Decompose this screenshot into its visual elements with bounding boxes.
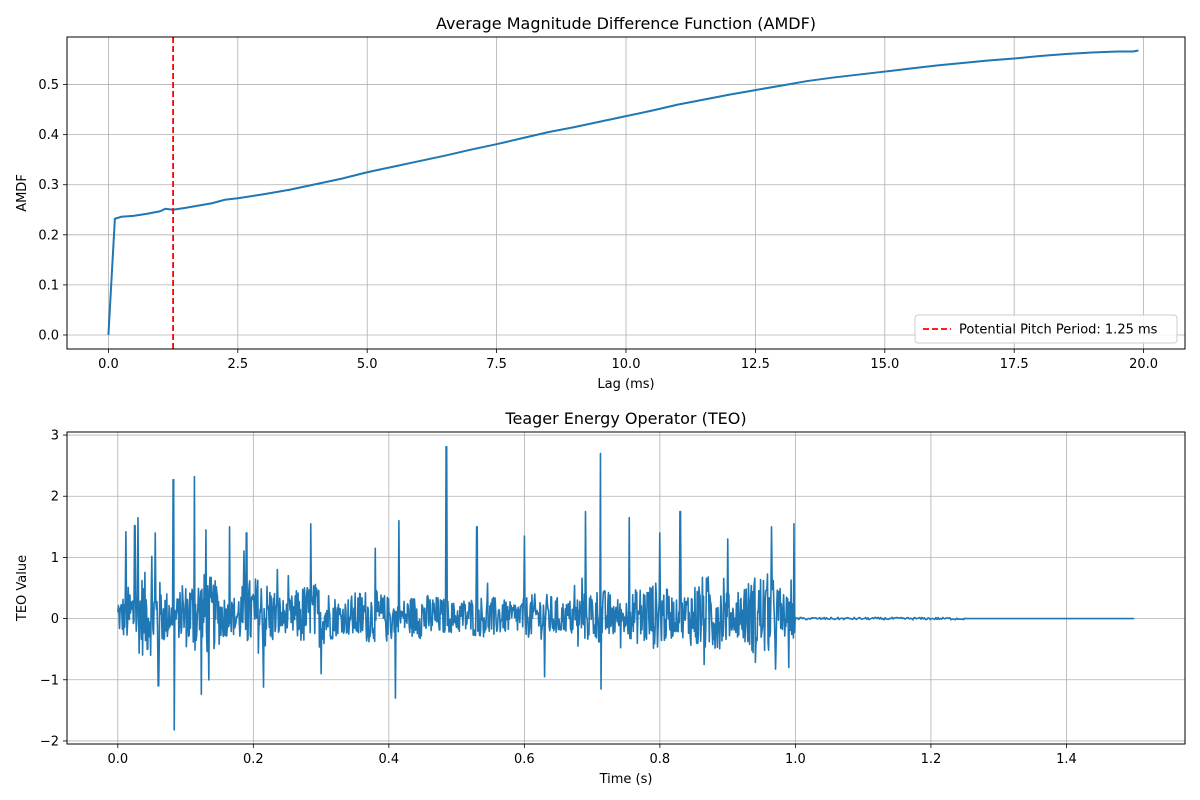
x-tick-label: 7.5: [486, 357, 507, 372]
teo-series-line: [117, 445, 1135, 731]
x-tick-label: 5.0: [357, 357, 378, 372]
y-tick-label: 0.5: [38, 78, 59, 93]
x-tick-label: 0.6: [514, 752, 535, 767]
legend: Potential Pitch Period: 1.25 ms: [914, 314, 1178, 344]
x-tick-label: 15.0: [870, 357, 899, 372]
y-tick-label: 0.0: [38, 328, 59, 343]
x-axis-label: Lag (ms): [597, 377, 654, 392]
y-tick-label: −2: [40, 734, 59, 749]
teo-chart: 0.0 0.2 0.4 0.6 0.8 1.0 1.2 1.4 −2 −1 0 1 2 3 Teager E…: [15, 409, 1186, 787]
x-tick-label: 1.0: [785, 752, 806, 767]
y-tick-label: 3: [51, 429, 59, 444]
x-tick-label: 0.0: [107, 752, 128, 767]
x-axis-label: Time (s): [599, 772, 653, 787]
chart-title: Teager Energy Operator (TEO): [504, 409, 746, 428]
y-tick-label: 0.1: [38, 278, 59, 293]
x-tick-label: 12.5: [741, 357, 770, 372]
x-tick-label: 0.0: [98, 357, 119, 372]
x-tick-label: 2.5: [227, 357, 248, 372]
x-tick-label: 0.2: [243, 752, 264, 767]
y-tick-label: 0.4: [38, 128, 59, 143]
amdf-series-line: [107, 49, 1139, 336]
x-tick-label: 10.0: [612, 357, 641, 372]
x-tick-label: 0.8: [650, 752, 671, 767]
y-axis-label: AMDF: [15, 174, 30, 212]
y-tick-label: 0.2: [38, 228, 59, 243]
chart-title: Average Magnitude Difference Function (A…: [436, 14, 816, 33]
y-axis-label: TEO Value: [15, 555, 30, 622]
x-tick-label: 1.2: [921, 752, 942, 767]
y-tick-label: 0: [51, 612, 59, 627]
x-tick-label: 17.5: [1000, 357, 1029, 372]
legend-label: Potential Pitch Period: 1.25 ms: [959, 323, 1158, 338]
y-tick-label: 0.3: [38, 178, 59, 193]
y-tick-label: 2: [51, 490, 59, 505]
x-tick-label: 0.4: [379, 752, 400, 767]
amdf-chart: 0.0 2.5 5.0 7.5 10.0 12.5 15.0 17.5 20.0 0.0 0.1 0.…: [15, 14, 1186, 392]
y-tick-label: −1: [40, 673, 59, 688]
legend-box: [914, 314, 1178, 344]
x-tick-label: 20.0: [1129, 357, 1158, 372]
y-tick-label: 1: [51, 551, 59, 566]
plot-frame: [66, 36, 1186, 350]
x-tick-label: 1.4: [1056, 752, 1077, 767]
plot-frame: [66, 431, 1186, 745]
